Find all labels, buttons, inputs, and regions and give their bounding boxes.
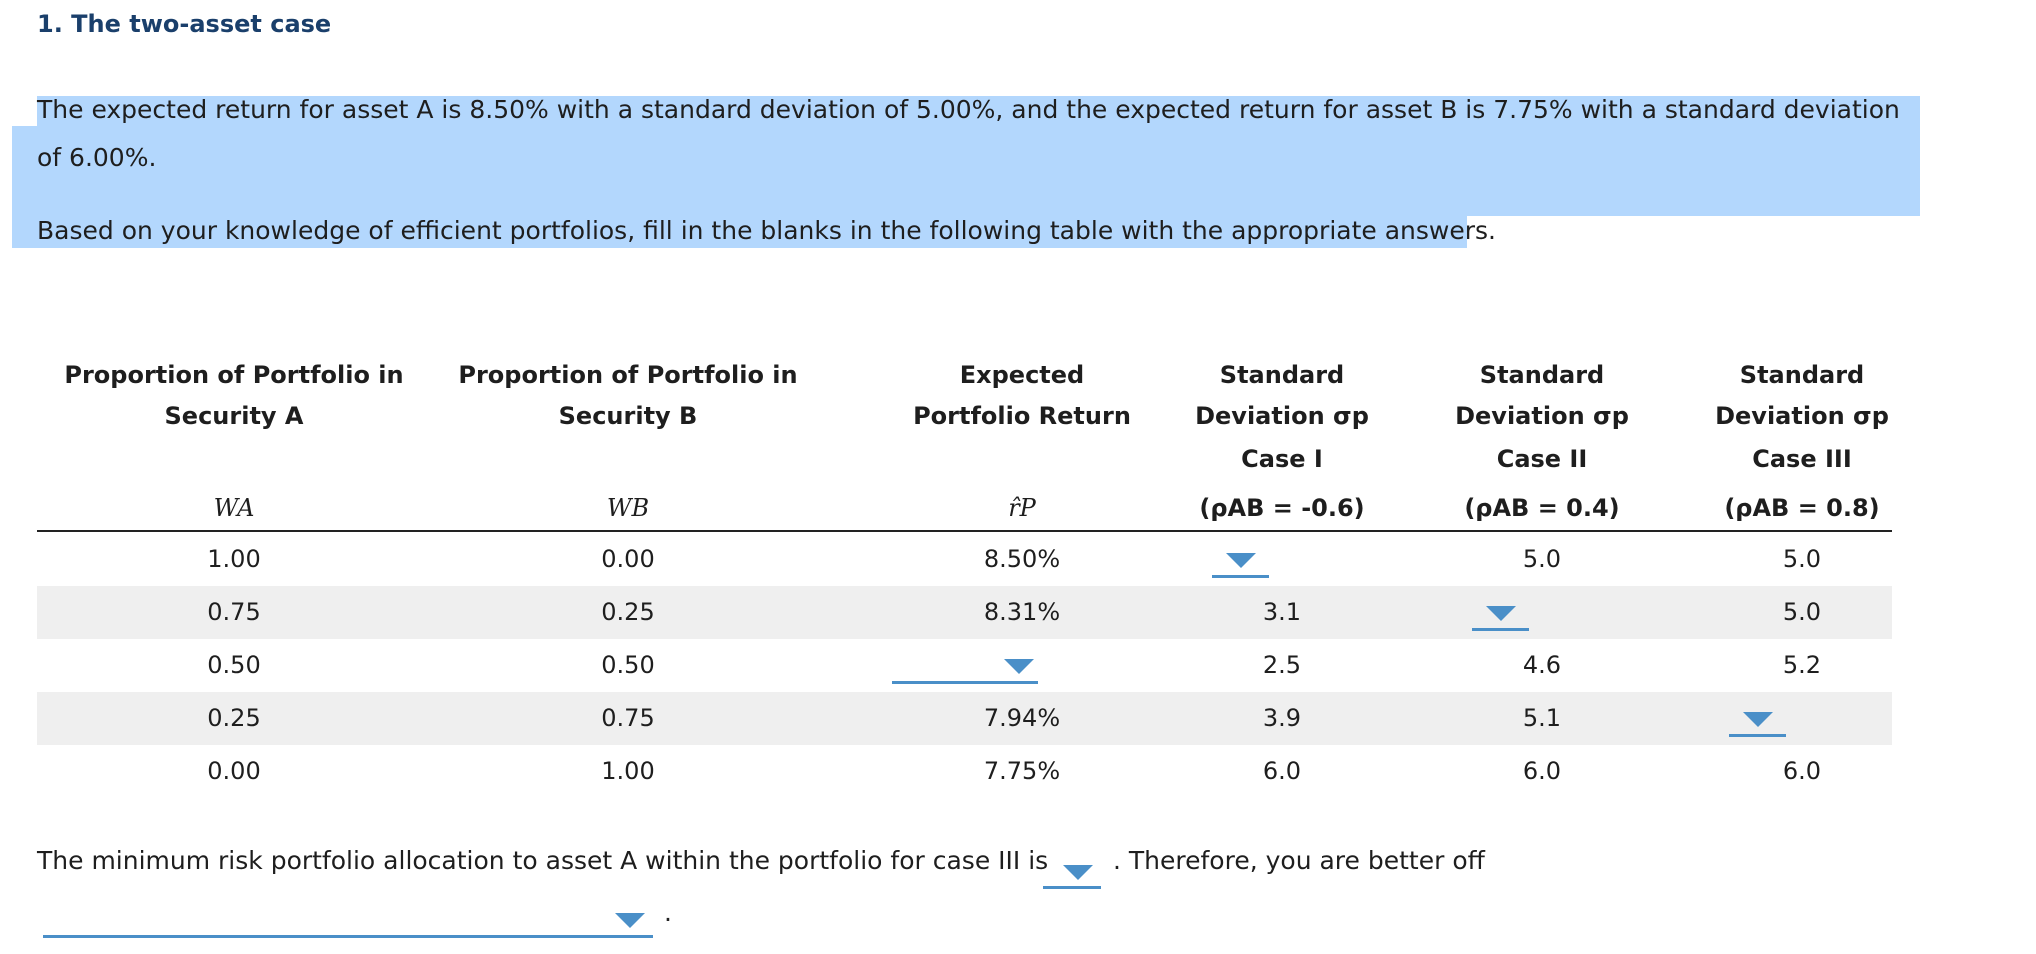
text-selection-highlight xyxy=(12,216,1467,248)
header-std-case-3: Standard Deviation σp Case III (ρAB = 0.… xyxy=(1657,355,1947,522)
table-row: 0.00 1.00 7.75% 6.0 6.0 6.0 xyxy=(37,745,1892,798)
std-case-2-row-2-dropdown[interactable] xyxy=(1472,598,1529,631)
cell-wb: 1.00 xyxy=(601,757,655,785)
std-case-1-row-1-dropdown[interactable] xyxy=(1212,545,1269,578)
section-title: 1. The two-asset case xyxy=(37,10,332,38)
cell-wa: 0.75 xyxy=(207,598,261,626)
better-off-text: . Therefore, you are better off xyxy=(1113,846,1485,875)
min-risk-allocation-dropdown[interactable] xyxy=(1043,856,1101,889)
symbol-rp: r̂P xyxy=(1008,494,1036,522)
header-std-case-2: Standard Deviation σp Case II (ρAB = 0.4… xyxy=(1397,355,1687,522)
cell-return: 8.31% xyxy=(983,598,1061,626)
sentence-period: . xyxy=(664,898,672,927)
header-weight-b: Proportion of Portfolio in Security B WB xyxy=(431,355,825,522)
chevron-down-icon xyxy=(1004,659,1034,674)
cell-std-case-3: 5.0 xyxy=(1782,545,1822,573)
header-weight-a: Proportion of Portfolio in Security A WA xyxy=(37,355,431,522)
portfolio-table: Proportion of Portfolio in Security A WA… xyxy=(37,355,1892,798)
rho-case-1: (ρAB = -0.6) xyxy=(1199,494,1365,522)
table-row: 0.25 0.75 7.94% 3.9 5.1 xyxy=(37,692,1892,745)
problem-paragraph: The expected return for asset A is 8.50%… xyxy=(37,95,1900,172)
better-off-dropdown[interactable] xyxy=(43,905,653,938)
cell-wb: 0.75 xyxy=(601,704,655,732)
cell-std-case-1: 3.1 xyxy=(1262,598,1302,626)
std-case-3-row-4-dropdown[interactable] xyxy=(1729,704,1786,737)
cell-return: 8.50% xyxy=(983,545,1061,573)
cell-wb: 0.00 xyxy=(601,545,655,573)
chevron-down-icon xyxy=(615,913,645,928)
cell-std-case-2: 5.0 xyxy=(1522,545,1562,573)
cell-std-case-3: 5.2 xyxy=(1782,651,1822,679)
symbol-wa: WA xyxy=(213,494,255,522)
text-selection-highlight xyxy=(37,96,1920,216)
header-divider xyxy=(37,530,1892,532)
rho-case-3: (ρAB = 0.8) xyxy=(1724,494,1880,522)
cell-wb: 0.50 xyxy=(601,651,655,679)
cell-wa: 1.00 xyxy=(207,545,261,573)
chevron-down-icon xyxy=(1063,865,1093,880)
chevron-down-icon xyxy=(1743,712,1773,727)
cell-std-case-2: 5.1 xyxy=(1522,704,1562,732)
text-selection-highlight xyxy=(12,126,42,216)
cell-wb: 0.25 xyxy=(601,598,655,626)
instructions-paragraph: Based on your knowledge of efficient por… xyxy=(37,216,1496,245)
chevron-down-icon xyxy=(1486,606,1516,621)
header-std-case-1: Standard Deviation σp Case I (ρAB = -0.6… xyxy=(1137,355,1427,522)
header-expected-return: Expected Portfolio Return r̂P xyxy=(825,355,1219,522)
table-header: Proportion of Portfolio in Security A WA… xyxy=(37,355,1892,533)
cell-wa: 0.50 xyxy=(207,651,261,679)
symbol-wb: WB xyxy=(606,494,650,522)
table-row: 0.50 0.50 2.5 4.6 5.2 xyxy=(37,639,1892,692)
cell-std-case-2: 4.6 xyxy=(1522,651,1562,679)
chevron-down-icon xyxy=(1226,553,1256,568)
cell-std-case-3: 6.0 xyxy=(1782,757,1822,785)
rho-case-2: (ρAB = 0.4) xyxy=(1464,494,1620,522)
cell-std-case-3: 5.0 xyxy=(1782,598,1822,626)
cell-std-case-1: 2.5 xyxy=(1262,651,1302,679)
cell-return: 7.75% xyxy=(983,757,1061,785)
min-risk-text: The minimum risk portfolio allocation to… xyxy=(37,846,1049,875)
cell-std-case-2: 6.0 xyxy=(1522,757,1562,785)
min-risk-sentence: The minimum risk portfolio allocation to… xyxy=(37,846,1048,875)
cell-std-case-1: 6.0 xyxy=(1262,757,1302,785)
cell-wa: 0.25 xyxy=(207,704,261,732)
table-row: 1.00 0.00 8.50% 5.0 5.0 xyxy=(37,533,1892,586)
table-row: 0.75 0.25 8.31% 3.1 5.0 xyxy=(37,586,1892,639)
expected-return-row-3-dropdown[interactable] xyxy=(892,651,1038,684)
cell-wa: 0.00 xyxy=(207,757,261,785)
cell-return: 7.94% xyxy=(983,704,1061,732)
cell-std-case-1: 3.9 xyxy=(1262,704,1302,732)
